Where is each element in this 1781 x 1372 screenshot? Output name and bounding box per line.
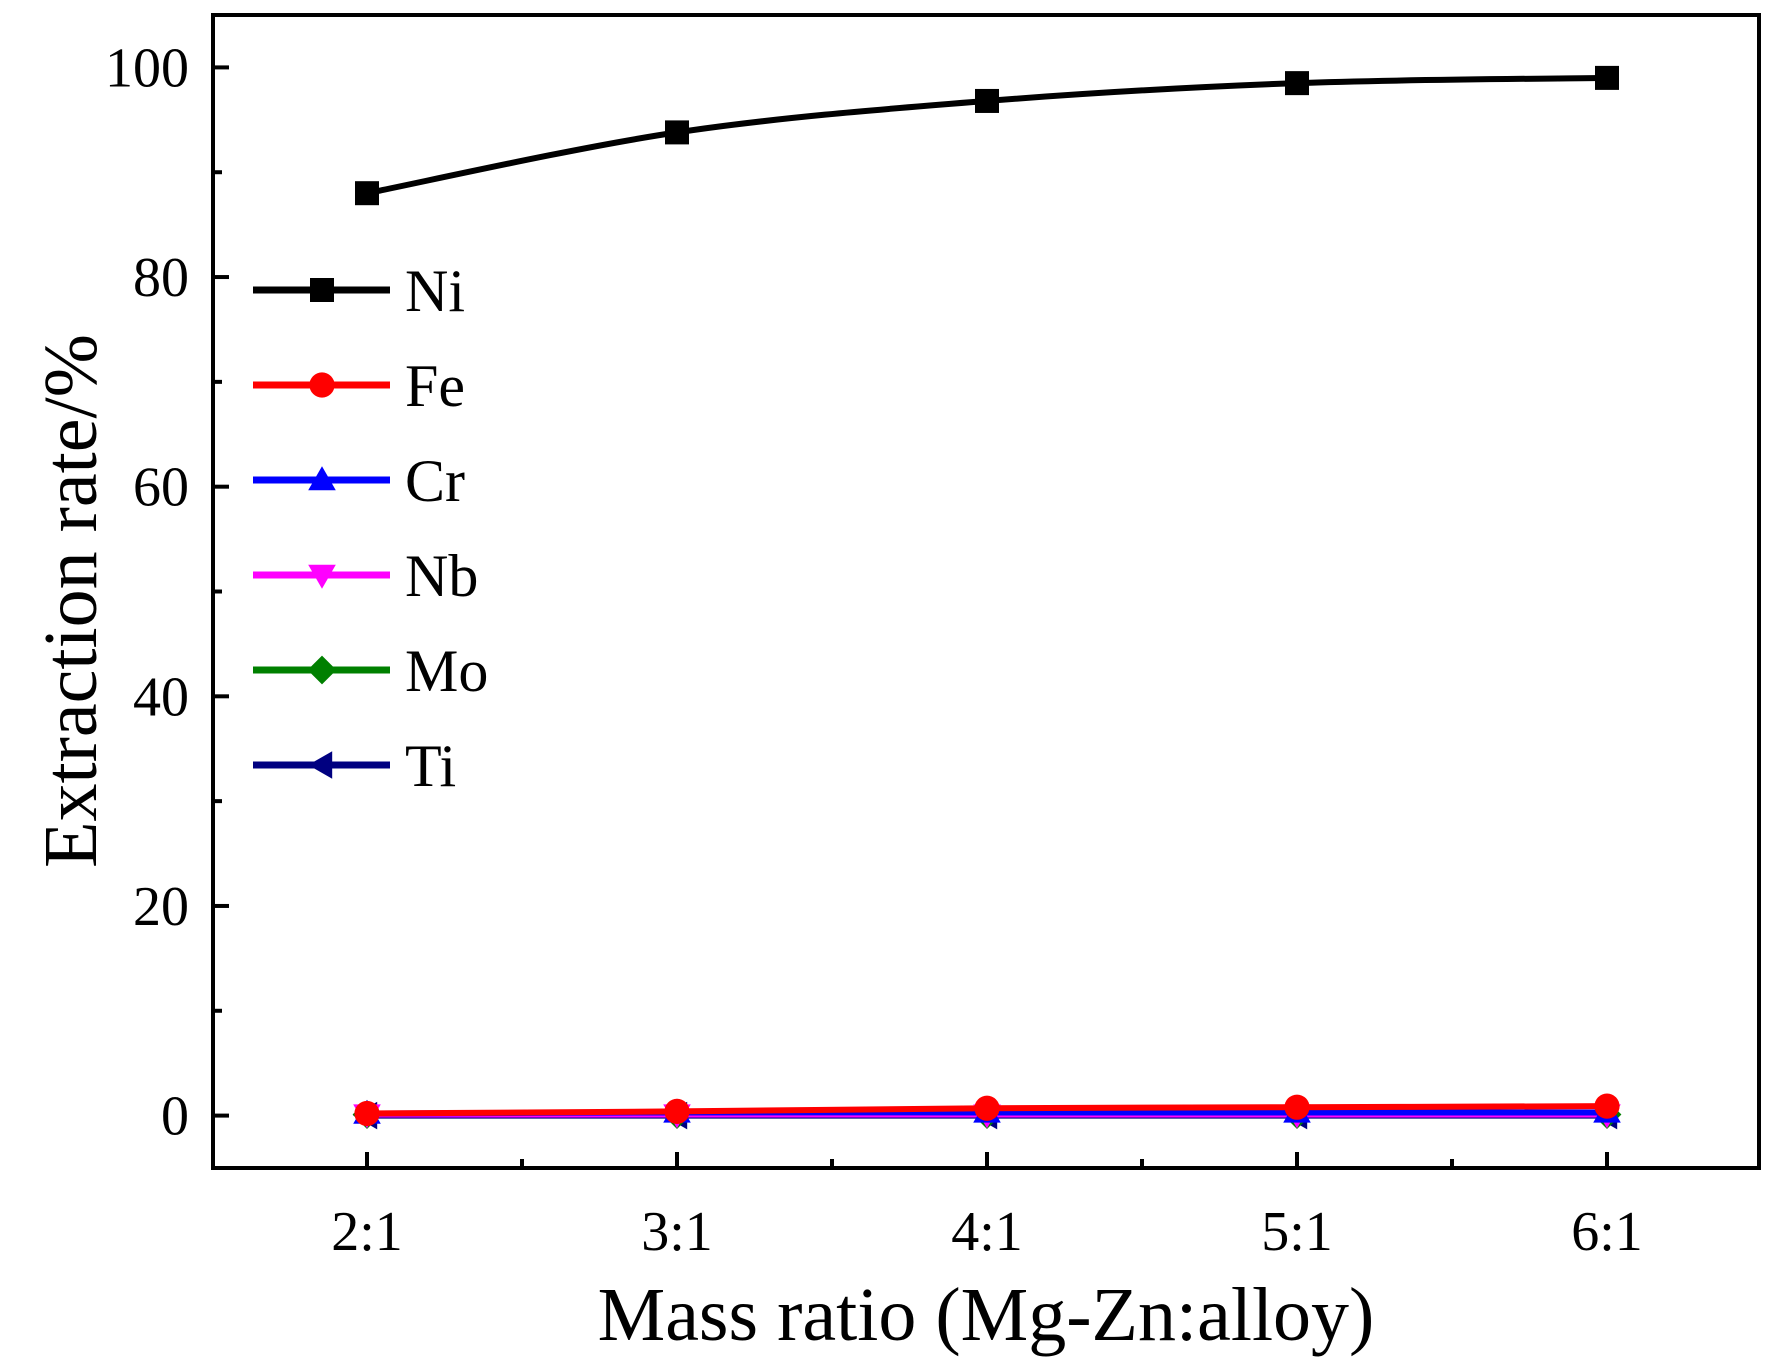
legend-label-nb: Nb [405,543,478,609]
x-tick-label: 6:1 [1571,1201,1643,1263]
y-tick-label: 60 [133,457,189,519]
series-fe [354,1093,1620,1127]
legend-marker-ni [310,278,334,302]
legend-item-ni: Ni [253,258,465,324]
legend-item-mo: Mo [253,638,488,704]
legend-marker-ti [308,751,333,779]
data-point-ni [355,181,379,206]
legend-label-cr: Cr [405,448,465,514]
x-tick-label: 3:1 [641,1201,713,1263]
x-axis-title: Mass ratio (Mg-Zn:alloy) [598,1273,1375,1357]
y-tick-label: 40 [133,666,189,728]
legend-item-ti: Ti [253,733,456,799]
legend: Ni Fe Cr Nb Mo Ti [253,258,488,799]
y-axis-title: Extraction rate/% [29,334,113,868]
data-point-ni [665,120,689,145]
data-point-fe [354,1100,380,1127]
x-tick-label: 4:1 [951,1201,1023,1263]
legend-label-ti: Ti [405,733,456,799]
y-tick-label: 0 [161,1086,189,1148]
legend-label-fe: Fe [405,353,465,419]
data-point-ni [1595,65,1619,90]
data-point-fe [664,1098,690,1124]
y-tick-label: 20 [133,876,189,938]
y-tick-label: 100 [105,37,189,99]
legend-item-nb: Nb [253,543,478,609]
y-tick-label: 80 [133,247,189,309]
x-tick-label: 5:1 [1261,1201,1333,1263]
legend-item-fe: Fe [253,353,465,419]
data-point-fe [1284,1094,1310,1120]
data-point-fe [1594,1093,1620,1119]
series-ni [355,65,1619,206]
legend-marker-mo [307,655,337,685]
data-point-ni [975,88,999,113]
legend-label-mo: Mo [405,638,488,704]
data-point-fe [974,1095,1000,1121]
series-layer [352,65,1622,1130]
legend-marker-fe [309,372,335,398]
legend-marker-cr [308,466,336,491]
legend-label-ni: Ni [405,258,465,324]
legend-marker-nb [308,564,336,589]
axis-layer: 0 20 40 60 80 100 2:1 3:1 4:1 5:1 6:1 [105,37,1643,1263]
x-tick-label: 2:1 [331,1201,403,1263]
legend-item-cr: Cr [253,448,465,514]
data-point-ni [1285,71,1309,96]
